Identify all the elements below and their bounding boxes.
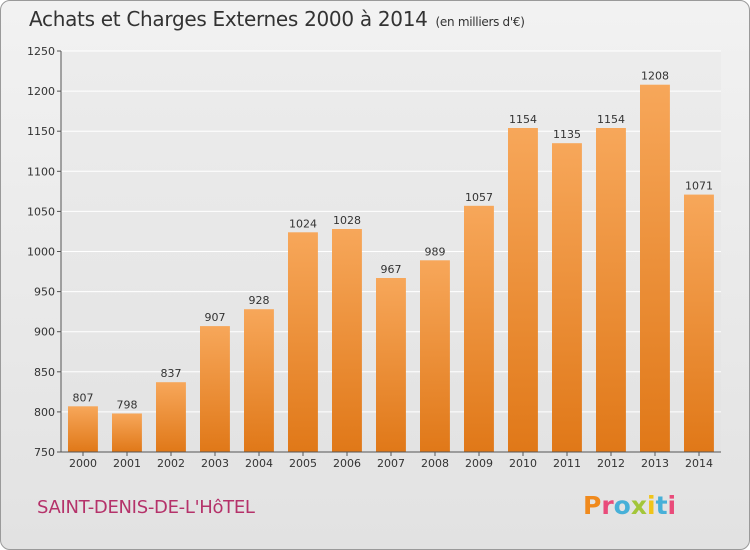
y-tick-label: 750	[34, 446, 55, 459]
bar-2014	[684, 194, 714, 452]
y-tick-label: 1200	[27, 85, 55, 98]
y-tick-label: 900	[34, 326, 55, 339]
bar-2011	[552, 143, 582, 452]
y-tick-label: 1000	[27, 246, 55, 259]
bar-2002	[156, 382, 186, 452]
data-label-2002: 837	[161, 367, 182, 380]
bar-2008	[420, 260, 450, 452]
bar-2001	[112, 413, 142, 452]
x-tick-label-2011: 2011	[553, 457, 581, 470]
data-label-2004: 928	[249, 294, 270, 307]
bar-2003	[200, 326, 230, 452]
chart-unit: (en milliers d'€)	[435, 15, 525, 29]
x-tick-label-2010: 2010	[509, 457, 537, 470]
bar-2004	[244, 309, 274, 452]
proxiti-logo: Proxiti	[583, 491, 677, 520]
data-label-2007: 967	[381, 263, 402, 276]
data-label-2014: 1071	[685, 180, 713, 193]
x-tick-label-2000: 2000	[69, 457, 97, 470]
x-tick-label-2013: 2013	[641, 457, 669, 470]
x-tick-label-2012: 2012	[597, 457, 625, 470]
bar-2005	[288, 232, 318, 452]
x-tick-label-2006: 2006	[333, 457, 361, 470]
bar-2006	[332, 229, 362, 452]
bar-2012	[596, 128, 626, 452]
data-label-2013: 1208	[641, 70, 669, 83]
x-tick-label-2001: 2001	[113, 457, 141, 470]
x-tick-label-2002: 2002	[157, 457, 185, 470]
data-label-2011: 1135	[553, 128, 581, 141]
y-tick-label: 950	[34, 286, 55, 299]
y-tick-label: 850	[34, 366, 55, 379]
data-label-2009: 1057	[465, 191, 493, 204]
y-tick-label: 1100	[27, 165, 55, 178]
data-label-2003: 907	[205, 311, 226, 324]
chart-title: Achats et Charges Externes 2000 à 2014 (e…	[29, 7, 525, 31]
bar-2010	[508, 128, 538, 452]
data-label-2001: 798	[117, 399, 138, 412]
data-label-2012: 1154	[597, 113, 625, 126]
x-tick-label-2007: 2007	[377, 457, 405, 470]
data-label-2005: 1024	[289, 217, 317, 230]
x-tick-label-2008: 2008	[421, 457, 449, 470]
y-tick-label: 800	[34, 406, 55, 419]
x-tick-label-2003: 2003	[201, 457, 229, 470]
x-tick-label-2004: 2004	[245, 457, 273, 470]
bar-2007	[376, 278, 406, 452]
x-tick-label-2009: 2009	[465, 457, 493, 470]
bar-2000	[68, 406, 98, 452]
x-tick-label-2005: 2005	[289, 457, 317, 470]
data-label-2006: 1028	[333, 214, 361, 227]
chart-title-text: Achats et Charges Externes 2000 à 2014	[29, 7, 428, 31]
bar-2009	[464, 205, 494, 452]
data-label-2008: 989	[425, 245, 446, 258]
y-tick-label: 1250	[27, 45, 55, 58]
data-label-2010: 1154	[509, 113, 537, 126]
bar-2013	[640, 84, 670, 452]
y-tick-label: 1050	[27, 205, 55, 218]
town-name: SAINT-DENIS-DE-L'HôTEL	[37, 497, 255, 518]
x-tick-label-2014: 2014	[685, 457, 713, 470]
data-label-2000: 807	[73, 391, 94, 404]
y-tick-label: 1150	[27, 125, 55, 138]
